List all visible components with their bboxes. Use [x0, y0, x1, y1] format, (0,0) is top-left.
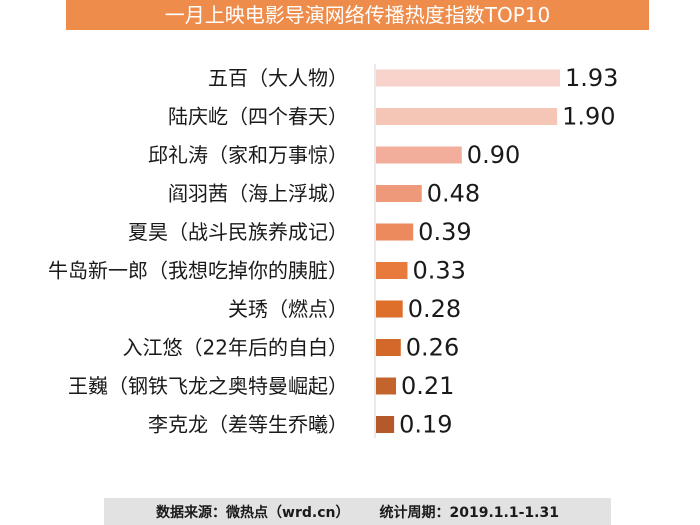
bar [376, 185, 422, 202]
value-label: 0.39 [418, 218, 471, 246]
category-label: 王巍（钢铁飞龙之奥特曼崛起） [68, 374, 348, 398]
bar [376, 339, 401, 356]
category-label: 牛岛新一郎（我想吃掉你的胰脏） [48, 259, 348, 283]
category-label: 阎羽茜（海上浮城） [168, 182, 348, 206]
value-label: 1.90 [562, 103, 615, 131]
value-label: 0.26 [406, 334, 459, 362]
bar [376, 108, 558, 125]
value-label: 0.19 [399, 411, 452, 439]
value-label: 0.21 [401, 372, 454, 400]
bar [376, 223, 414, 241]
category-label: 李克龙（差等生乔曦） [148, 413, 348, 437]
stat-period: 统计周期：2019.1.1-1.31 [379, 504, 559, 521]
value-label: 1.93 [565, 64, 618, 92]
chart-title: 一月上映电影导演网络传播热度指数TOP10 [66, 0, 649, 30]
footer: 数据来源：微热点（wrd.cn） 统计周期：2019.1.1-1.31 [104, 498, 611, 525]
data-source: 数据来源：微热点（wrd.cn） [156, 504, 350, 521]
bar [376, 69, 560, 87]
category-label: 陆庆屹（四个春天） [168, 105, 348, 129]
bar [376, 300, 403, 318]
bar [376, 262, 408, 279]
value-label: 0.48 [427, 180, 480, 208]
value-label: 0.90 [467, 141, 520, 169]
category-label: 五百（大人物） [208, 66, 348, 90]
category-label: 入江悠（22年后的自白） [123, 336, 348, 360]
category-label: 邱礼涛（家和万事惊） [148, 143, 348, 167]
bar [376, 146, 462, 164]
bar [376, 377, 397, 395]
category-label: 关琇（燃点） [228, 297, 348, 321]
bars-layer: 五百（大人物） 1.93 陆庆屹（四个春天） 1.90 邱礼涛（家和万事惊） 0.90 阎羽… [48, 64, 618, 439]
category-label: 夏昊（战斗民族养成记） [128, 220, 348, 244]
value-label: 0.28 [408, 295, 461, 323]
bar [376, 416, 395, 433]
value-label: 0.33 [412, 257, 465, 285]
